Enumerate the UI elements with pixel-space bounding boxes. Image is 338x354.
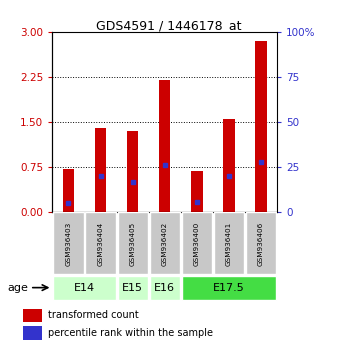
Bar (23, 309, 42, 322)
Text: GSM936400: GSM936400 (194, 221, 200, 266)
Bar (63, 169, 74, 212)
Bar (127, 131, 138, 212)
Text: E14: E14 (74, 282, 95, 293)
Text: E16: E16 (154, 282, 175, 293)
Bar (182, 276, 276, 299)
Bar (95, 128, 106, 212)
Bar (118, 276, 148, 299)
Text: GSM936406: GSM936406 (258, 221, 264, 266)
Bar (118, 212, 148, 274)
Text: GSM936401: GSM936401 (226, 221, 232, 266)
Bar (246, 212, 276, 274)
Bar (182, 212, 212, 274)
Bar (53, 212, 83, 274)
Text: GSM936402: GSM936402 (162, 221, 168, 266)
Text: age: age (7, 282, 28, 293)
Bar (53, 276, 116, 299)
Bar (191, 171, 202, 212)
Bar (223, 119, 235, 212)
Bar (150, 212, 180, 274)
Bar (214, 212, 244, 274)
Text: E15: E15 (122, 282, 143, 293)
Text: percentile rank within the sample: percentile rank within the sample (48, 328, 213, 338)
Bar (159, 80, 170, 212)
Text: GSM936404: GSM936404 (98, 221, 103, 266)
Text: transformed count: transformed count (48, 310, 139, 320)
Bar (86, 212, 116, 274)
Text: E17.5: E17.5 (213, 282, 245, 293)
Bar (23, 326, 42, 340)
Bar (150, 276, 180, 299)
Text: GDS4591 / 1446178_at: GDS4591 / 1446178_at (96, 19, 242, 33)
Text: GSM936405: GSM936405 (130, 221, 136, 266)
Bar (256, 41, 267, 212)
Text: GSM936403: GSM936403 (66, 221, 71, 266)
